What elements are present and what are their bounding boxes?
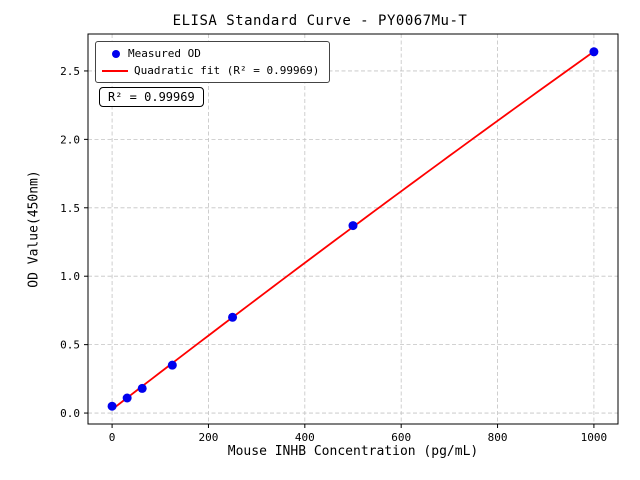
y-tick-label: 0.0 [60,407,80,420]
data-point [348,221,358,231]
x-axis-label: Mouse INHB Concentration (pg/mL) [227,444,479,459]
legend-label-quadratic-fit: Quadratic fit (R² = 0.99969) [134,64,320,77]
chart-title: ELISA Standard Curve - PY0067Mu-T [172,13,468,29]
legend-label-measured-od: Measured OD [128,47,201,60]
data-point [137,383,147,393]
data-point [167,360,177,370]
y-tick-label: 1.5 [60,202,80,215]
x-tick-label: 1000 [581,431,608,444]
scatter-marker-icon [112,49,120,58]
x-tick-label: 800 [488,431,508,444]
y-tick-label: 2.5 [60,65,80,78]
line-marker-icon [102,69,128,72]
legend-entry-quadratic-fit: Quadratic fit (R² = 0.99969) [102,64,319,77]
legend: Measured OD Quadratic fit (R² = 0.99969) [95,41,331,83]
y-tick-label: 1.0 [60,270,80,283]
data-point [107,401,117,411]
x-tick-label: 0 [109,431,116,444]
data-point [589,47,599,57]
y-tick-label: 2.0 [60,133,80,146]
data-point [122,393,132,403]
legend-entry-measured-od: Measured OD [102,47,319,60]
r-squared-annotation: R² = 0.99969 [99,87,204,107]
x-tick-label: 600 [391,431,411,444]
x-tick-label: 200 [199,431,219,444]
y-tick-label: 0.5 [60,339,80,352]
data-point [228,312,238,322]
axes-border [87,33,619,425]
x-tick-label: 400 [295,431,315,444]
